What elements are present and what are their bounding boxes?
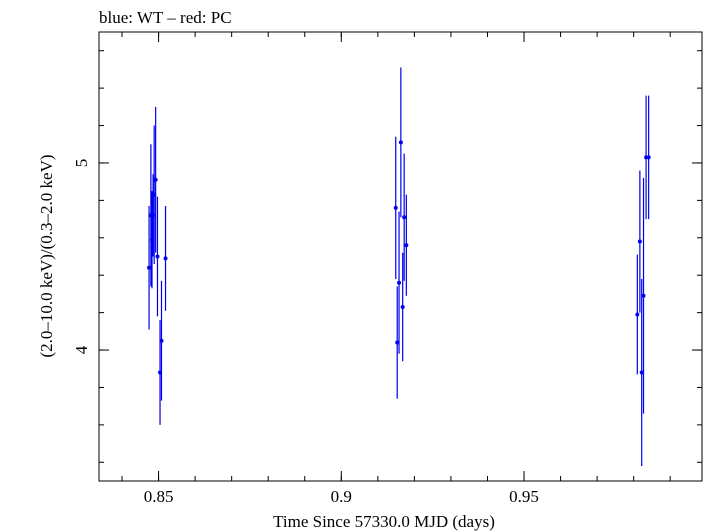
data-point — [404, 243, 409, 248]
x-tick-label: 0.95 — [509, 487, 539, 506]
x-tick-label: 0.85 — [144, 487, 174, 506]
y-tick-label: 4 — [72, 345, 91, 354]
axis-ticks — [99, 32, 702, 481]
data-point — [635, 312, 640, 317]
data-point — [646, 155, 651, 160]
data-point — [639, 370, 644, 375]
chart-title: blue: WT – red: PC — [99, 8, 232, 27]
data-point — [155, 254, 160, 259]
data-point — [395, 340, 400, 345]
data-point — [637, 239, 642, 244]
data-point — [641, 293, 646, 298]
data-point — [402, 215, 407, 220]
data-point — [153, 177, 158, 182]
x-axis-label: Time Since 57330.0 MJD (days) — [273, 512, 495, 531]
data-point — [393, 205, 398, 210]
data-series-wt — [147, 67, 651, 467]
data-point — [159, 338, 164, 343]
y-axis-label: (2.0–10.0 keV)/(0.3–2.0 keV) — [37, 154, 56, 357]
plot-frame — [98, 31, 703, 482]
data-point — [147, 265, 152, 270]
x-tick-label: 0.9 — [331, 487, 352, 506]
data-point — [400, 305, 405, 310]
data-point — [163, 256, 168, 261]
data-point — [397, 280, 402, 285]
y-tick-label: 5 — [72, 159, 91, 168]
data-point — [398, 140, 403, 145]
axis-tick-labels: 0.85 0.9 0.95 4 5 — [72, 159, 539, 506]
